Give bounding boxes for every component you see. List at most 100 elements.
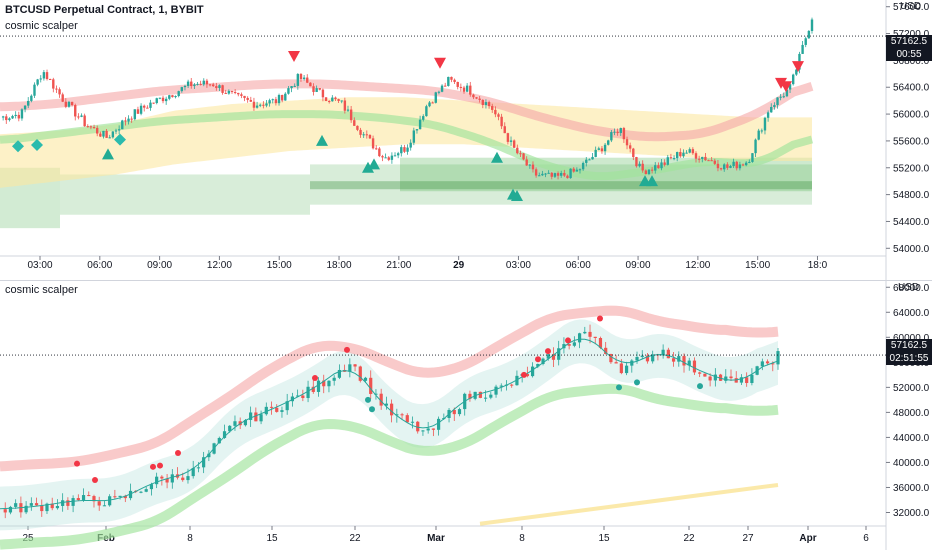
candle-body: [353, 120, 356, 126]
top-chart-canvas[interactable]: 57600.0 57200.0 56800.0 56400.0 56000.0 55600…: [0, 0, 932, 280]
candle-body: [729, 376, 733, 379]
candle-body: [425, 106, 428, 117]
candle-body: [450, 76, 453, 80]
candle-body: [437, 418, 441, 430]
x-tick-label: 21:00: [386, 260, 411, 271]
candle-body: [701, 156, 704, 159]
candle-body: [619, 363, 623, 374]
candle-body: [324, 97, 328, 102]
support-zone-core: [310, 181, 812, 190]
x-tick-label: 22: [683, 533, 695, 544]
candle-body: [703, 373, 707, 377]
candle-body: [519, 153, 522, 155]
candle-body: [616, 131, 619, 134]
resistance-band: [0, 79, 814, 142]
candle-body: [779, 96, 782, 98]
candle-body: [87, 495, 91, 497]
candle-body: [139, 105, 143, 114]
sell-signal-dot: [74, 460, 80, 467]
x-tick-label: 18:0: [808, 260, 828, 271]
buy-signal-marker: [511, 189, 523, 201]
candle-body: [572, 168, 575, 172]
buy-signal-marker: [491, 151, 503, 163]
candle-body: [416, 421, 420, 432]
candle-body: [645, 355, 650, 362]
indicator-label-bottom[interactable]: cosmic scalper: [5, 284, 78, 296]
buy-signal-diamond: [114, 133, 126, 146]
candle-body: [478, 98, 481, 100]
y-tick-label: 54400.0: [893, 217, 930, 228]
candle-body: [625, 139, 629, 146]
candle-body: [20, 109, 24, 119]
candle-body: [327, 101, 331, 103]
x-tick-label: 15:00: [267, 260, 292, 271]
candle-body: [61, 500, 65, 506]
indicator-label[interactable]: cosmic scalper: [5, 20, 78, 32]
candle-body: [24, 505, 28, 513]
pane-divider[interactable]: [0, 280, 932, 281]
candle-body: [183, 85, 187, 88]
bottom-chart-canvas[interactable]: 68000.064000.060000.056000.052000.048000…: [0, 281, 932, 550]
top-chart-pane[interactable]: 57600.0 57200.0 56800.0 56400.0 56000.0 55600…: [0, 0, 932, 280]
bottom-chart-pane[interactable]: 68000.064000.060000.056000.052000.048000…: [0, 281, 932, 550]
candle-body: [804, 38, 807, 45]
candle-body: [155, 98, 158, 104]
x-tick-label: 15:00: [745, 260, 770, 271]
candle-body: [312, 86, 315, 92]
candle-body: [387, 157, 390, 160]
candle-body: [290, 86, 293, 89]
candle-body: [133, 109, 137, 120]
candle-body: [528, 164, 532, 166]
candle-body: [622, 128, 626, 140]
candle-body: [525, 373, 529, 377]
candle-body: [525, 159, 528, 166]
candle-body: [771, 363, 775, 365]
candle-body: [155, 476, 159, 485]
candle-body: [358, 366, 362, 381]
candle-body: [713, 160, 717, 164]
moving-average-line: [0, 338, 779, 510]
candle-body: [254, 412, 258, 422]
sell-signal-dot: [597, 315, 603, 322]
candle-body: [630, 360, 634, 366]
y-tick-label: 40000.0: [893, 458, 930, 469]
candle-body: [487, 102, 491, 107]
candle-body: [8, 118, 11, 121]
candle-body: [688, 149, 691, 153]
candle-body: [177, 91, 180, 97]
candle-body: [516, 147, 519, 154]
candle-body: [271, 99, 274, 101]
candle-body: [567, 344, 571, 346]
candle-body: [337, 369, 341, 378]
candle-body: [23, 105, 27, 110]
candle-body: [607, 140, 610, 145]
candle-body: [735, 161, 738, 169]
candle-body: [718, 374, 723, 381]
y-tick-label: 57200.0: [893, 29, 930, 40]
candle-body: [269, 406, 274, 408]
candle-body: [578, 169, 582, 171]
candle-body: [478, 391, 482, 398]
candle-body: [92, 127, 96, 129]
candle-body: [585, 159, 588, 163]
candle-body: [379, 393, 383, 406]
candle-body: [224, 92, 227, 94]
candle-body: [597, 148, 601, 150]
candle-body: [215, 86, 218, 89]
candle-body: [512, 140, 516, 148]
candle-body: [381, 156, 384, 158]
candle-body: [11, 115, 14, 119]
candle-body: [763, 117, 767, 131]
buy-signal-dot: [616, 384, 622, 391]
candle-body: [384, 403, 388, 406]
candle-body: [415, 129, 419, 131]
candle-body: [92, 496, 96, 502]
candle-body: [136, 109, 140, 114]
x-tick-label: 06:00: [87, 260, 112, 271]
candle-body: [654, 165, 657, 171]
x-tick-label: 09:00: [147, 260, 172, 271]
x-tick-label: 18:00: [327, 260, 352, 271]
candle-body: [39, 78, 42, 80]
candle-body: [400, 414, 404, 416]
candle-body: [102, 130, 105, 137]
